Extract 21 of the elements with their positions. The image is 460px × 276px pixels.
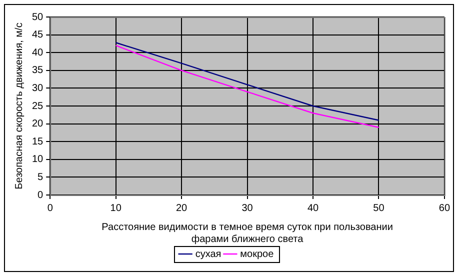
x-tick-label: 20: [176, 202, 188, 214]
y-tick-label: 0: [38, 190, 44, 201]
y-tick-label: 40: [32, 47, 44, 58]
y-tick-label: 10: [32, 154, 44, 166]
y-tick-label: 50: [32, 12, 44, 23]
y-tick-label: 35: [32, 65, 44, 76]
x-tick-label: 50: [373, 202, 385, 214]
y-tick-label: 45: [32, 30, 44, 41]
x-tick-label: 10: [110, 202, 122, 214]
x-tick-label: 30: [242, 202, 254, 214]
x-tick-label: 40: [307, 202, 319, 214]
y-tick-label: 25: [32, 100, 44, 112]
legend-label: мокрое: [240, 248, 274, 260]
legend-label: сухая: [195, 248, 222, 260]
y-tick-label: 5: [38, 172, 44, 183]
y-tick-label: 15: [32, 136, 44, 148]
y-tick-label: 20: [32, 118, 44, 130]
x-tick-label: 0: [47, 202, 54, 214]
x-tick-label: 60: [438, 202, 450, 214]
y-tick-label: 30: [32, 82, 44, 94]
y-axis-title: Безопасная скорость движения, м/с: [14, 22, 25, 190]
